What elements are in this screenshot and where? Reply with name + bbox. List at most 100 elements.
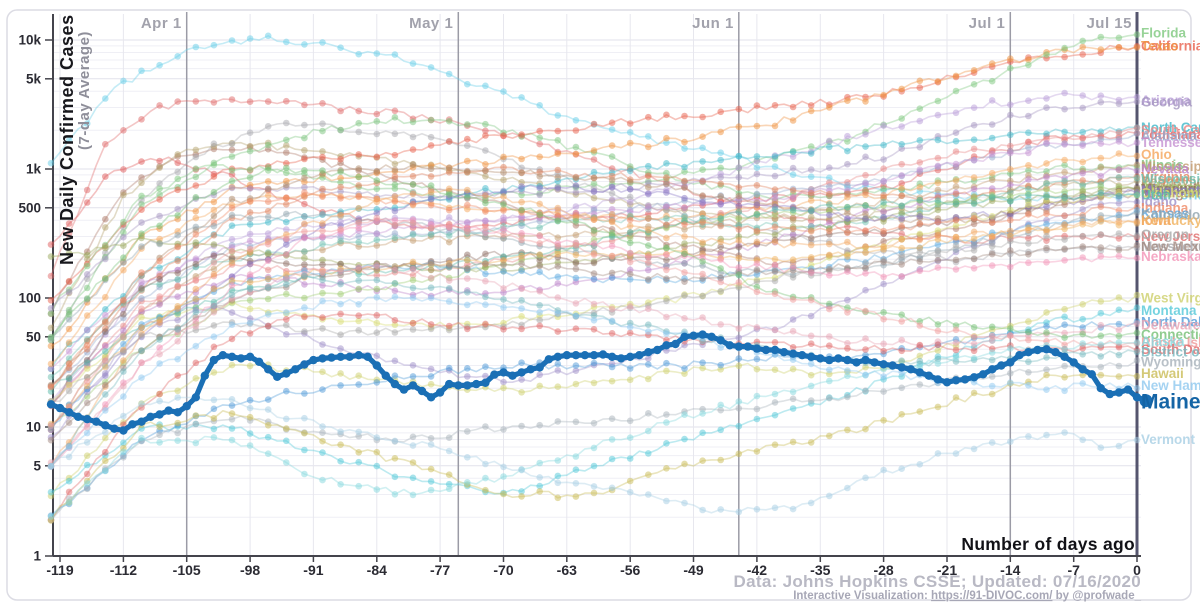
data-point <box>1025 149 1032 157</box>
state-label-montana[interactable]: Montana <box>1141 303 1197 318</box>
viz-credit-url[interactable]: https://91-DIVOC.com/ <box>931 590 1053 602</box>
state-label-missouri[interactable]: Missouri <box>1141 182 1197 197</box>
state-label-utah[interactable]: Utah <box>1141 187 1171 202</box>
state-label-kentucky[interactable]: Kentucky <box>1141 213 1200 228</box>
state-label-ohio[interactable]: Ohio <box>1141 147 1172 162</box>
state-label-michigan[interactable]: Michigan <box>1141 186 1200 201</box>
data-point <box>844 345 851 352</box>
series-delaware[interactable] <box>47 262 1141 466</box>
state-label-hawaii[interactable]: Hawaii <box>1141 366 1184 381</box>
state-label-minnesota[interactable]: Minnesota <box>1141 183 1200 198</box>
state-label-nebraska[interactable]: Nebraska <box>1141 249 1200 264</box>
state-label-north-carolina[interactable]: North Carolina <box>1141 120 1200 135</box>
state-label-west-virginia[interactable]: West Virginia <box>1141 291 1200 306</box>
state-label-south-dakota[interactable]: South Dakota <box>1141 342 1200 357</box>
data-point <box>65 277 73 285</box>
highlighted-series-layer[interactable] <box>46 330 1153 435</box>
data-point <box>807 143 815 150</box>
data-point <box>1007 325 1014 332</box>
data-point <box>409 231 417 238</box>
state-label-massachusetts[interactable]: Massachusetts <box>1141 239 1200 254</box>
state-label-nevada[interactable]: Nevada <box>1141 162 1190 177</box>
state-label-tennessee[interactable]: Tennessee <box>1141 135 1200 150</box>
state-label-mississippi[interactable]: Mississippi <box>1141 159 1200 174</box>
data-point <box>952 242 960 249</box>
series-south-dakota[interactable] <box>47 310 1141 523</box>
data-point <box>826 137 833 145</box>
data-point <box>843 355 852 365</box>
data-point <box>898 230 905 238</box>
state-label-oklahoma[interactable]: Oklahoma <box>1141 186 1200 201</box>
state-label-arizona[interactable]: Arizona <box>1141 93 1191 108</box>
state-label-maine[interactable]: Maine <box>1141 391 1200 414</box>
data-point <box>482 132 489 139</box>
state-label-illinois[interactable]: Illinois <box>1141 158 1184 173</box>
state-label-california[interactable]: California <box>1141 38 1200 53</box>
data-point <box>337 428 344 436</box>
data-point <box>409 118 417 126</box>
state-label-virginia[interactable]: Virginia <box>1141 169 1191 184</box>
state-series-layer[interactable] <box>47 31 1141 524</box>
state-label-vermont[interactable]: Vermont <box>1141 432 1196 447</box>
data-point <box>880 91 887 99</box>
state-label-alabama[interactable]: Alabama <box>1141 129 1198 144</box>
data-point <box>391 114 399 121</box>
data-point <box>47 297 55 304</box>
state-end-labels[interactable]: New York New Jersey Louisiana MichiganPenns… <box>1141 26 1200 447</box>
state-label-washington[interactable]: Washington <box>1141 182 1200 197</box>
data-point <box>102 311 109 319</box>
state-label-new-jersey[interactable]: New Jersey <box>1141 229 1200 244</box>
data-point <box>807 235 815 242</box>
data-point <box>319 276 326 284</box>
data-point <box>156 360 163 367</box>
state-label-idaho[interactable]: Idaho <box>1141 194 1177 209</box>
state-label-arkansas[interactable]: Arkansas <box>1141 180 1200 195</box>
data-point <box>355 372 363 380</box>
data-point <box>518 236 525 244</box>
state-label-maryland[interactable]: Maryland <box>1141 180 1200 195</box>
state-label-connecticut[interactable]: Connecticut <box>1141 327 1200 342</box>
state-label-georgia[interactable]: Georgia <box>1141 95 1193 110</box>
state-label-indiana[interactable]: Indiana <box>1141 200 1189 215</box>
data-point <box>681 269 688 276</box>
state-label-rhode-island[interactable]: Rhode Island <box>1141 335 1200 350</box>
data-point <box>844 160 851 168</box>
series-alaska[interactable] <box>47 339 1141 520</box>
data-point <box>934 179 942 187</box>
state-label-alaska[interactable]: Alaska <box>1141 334 1185 349</box>
state-label-new-york[interactable]: New York <box>1141 187 1200 202</box>
state-label-south-carolina[interactable]: South Carolina <box>1141 123 1200 138</box>
state-label-iowa[interactable]: Iowa <box>1141 213 1171 228</box>
data-point <box>174 419 181 427</box>
series-vermont[interactable] <box>47 394 1141 516</box>
series-connecticut[interactable] <box>47 164 1141 342</box>
data-point <box>978 370 988 379</box>
data-point <box>807 213 815 221</box>
state-label-colorado[interactable]: Colorado <box>1141 208 1200 223</box>
state-label-louisiana[interactable]: Louisiana <box>1141 127 1200 142</box>
data-point <box>1097 140 1105 147</box>
state-label-district-of-columbia[interactable]: District of Columbia <box>1141 345 1200 360</box>
data-point <box>1061 105 1068 113</box>
x-axis-label: Number of days ago <box>961 534 1135 554</box>
state-label-oregon[interactable]: Oregon <box>1141 227 1189 242</box>
series-hawaii[interactable] <box>47 371 1141 524</box>
series-maine[interactable] <box>46 330 1153 435</box>
state-label-pennsylvania[interactable]: Pennsylvania <box>1141 174 1200 189</box>
state-label-north-dakota[interactable]: North Dakota <box>1141 315 1200 330</box>
state-label-new-hampshire[interactable]: New Hampshire <box>1141 378 1200 393</box>
data-point <box>264 230 272 237</box>
state-label-florida[interactable]: Florida <box>1141 26 1186 41</box>
state-label-wyoming[interactable]: Wyoming <box>1141 354 1200 369</box>
data-point <box>482 185 489 192</box>
data-point <box>934 248 942 255</box>
state-label-delaware[interactable]: Delaware <box>1141 317 1200 332</box>
state-label-wisconsin[interactable]: Wisconsin <box>1141 171 1200 186</box>
data-point <box>1007 247 1014 254</box>
state-label-kansas[interactable]: Kansas <box>1141 206 1189 221</box>
data-point <box>663 266 670 274</box>
state-label-new-mexico[interactable]: New Mexico <box>1141 239 1200 254</box>
state-label-texas[interactable]: Texas <box>1141 38 1178 53</box>
series-rhode-island[interactable] <box>47 214 1141 430</box>
data-point <box>1133 191 1141 199</box>
